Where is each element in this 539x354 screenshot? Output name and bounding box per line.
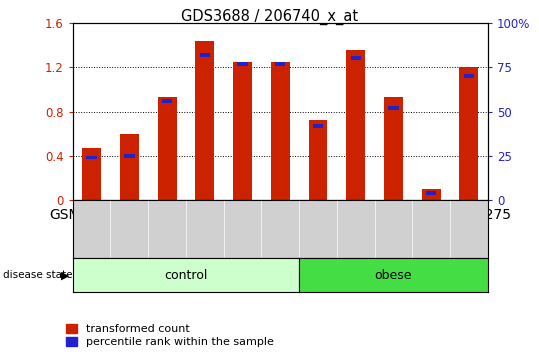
Bar — [82, 148, 101, 200]
Bar — [195, 41, 215, 200]
Bar — [271, 62, 290, 200]
Bar — [426, 191, 437, 195]
Text: obese: obese — [375, 269, 412, 282]
Bar — [162, 99, 172, 103]
Bar — [347, 50, 365, 200]
Bar — [120, 133, 139, 200]
Bar — [388, 106, 399, 110]
Bar — [275, 62, 286, 65]
Bar — [464, 74, 474, 78]
Bar — [86, 156, 97, 159]
Bar — [233, 62, 252, 200]
Bar — [308, 120, 328, 200]
Bar — [422, 189, 441, 200]
Text: control: control — [164, 269, 208, 282]
Bar — [313, 124, 323, 127]
Text: GDS3688 / 206740_x_at: GDS3688 / 206740_x_at — [181, 9, 358, 25]
Bar — [237, 62, 248, 65]
Legend: transformed count, percentile rank within the sample: transformed count, percentile rank withi… — [65, 323, 275, 348]
Text: disease state: disease state — [3, 270, 72, 280]
Bar — [460, 67, 479, 200]
Bar — [199, 53, 210, 57]
Bar — [350, 57, 361, 60]
Text: ▶: ▶ — [60, 270, 69, 280]
Bar — [157, 97, 177, 200]
Bar — [124, 154, 135, 158]
Bar — [384, 97, 403, 200]
